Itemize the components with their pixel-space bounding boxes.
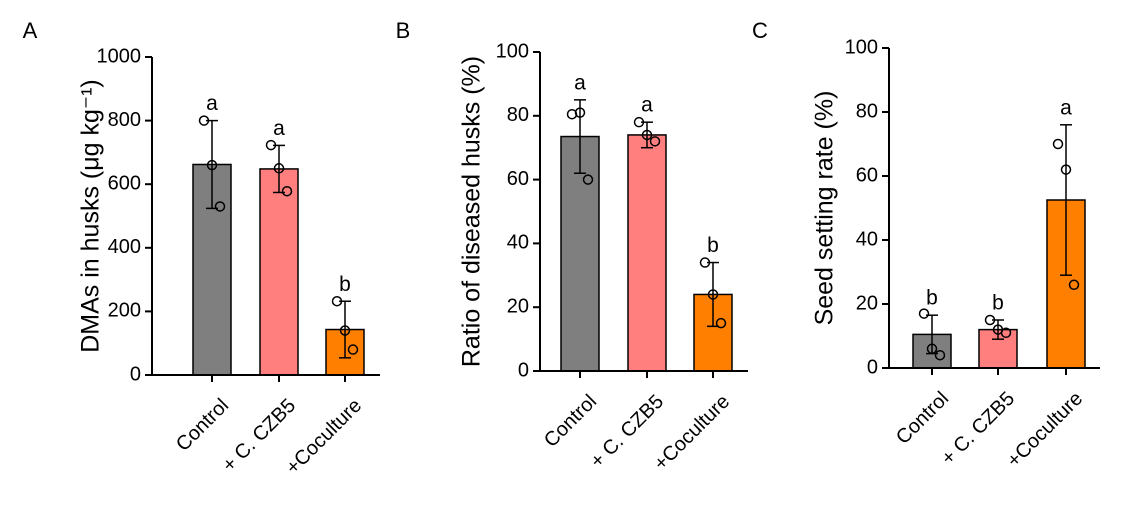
bar (259, 168, 299, 376)
data-point (214, 201, 226, 212)
data-point (1000, 327, 1012, 339)
y-axis-label: Seed setting rate (%) (811, 91, 839, 326)
significance-letter: b (339, 273, 351, 296)
significance-letter: a (273, 117, 285, 140)
y-tick-label: 80 (856, 100, 878, 122)
y-tick-label: 60 (507, 168, 529, 190)
y-tick-label: 200 (108, 300, 141, 322)
data-point (699, 257, 711, 268)
bar (560, 135, 600, 372)
y-tick-label: 0 (130, 363, 141, 385)
significance-letter: b (926, 287, 938, 310)
y-tick-label: 100 (496, 40, 529, 62)
data-point (934, 349, 946, 361)
y-tick-label: 400 (108, 236, 141, 258)
data-point (707, 289, 719, 300)
y-tick-label: 600 (108, 172, 141, 194)
x-tick-label: Control (892, 388, 953, 449)
data-point (918, 308, 930, 319)
data-point (206, 159, 218, 171)
y-tick-label: 800 (108, 109, 141, 131)
y-tick-label: 0 (518, 359, 529, 381)
data-point (265, 139, 277, 151)
data-point (331, 295, 343, 307)
y-axis-label: Ratio of diseased husks (%) (458, 56, 486, 367)
data-point (566, 108, 578, 120)
data-point (281, 185, 293, 197)
panel-label: B (396, 18, 411, 43)
y-tick-label: 20 (856, 292, 878, 314)
data-point (582, 174, 594, 185)
data-point (641, 129, 653, 141)
data-point (926, 343, 938, 355)
data-point (649, 136, 661, 147)
significance-letter: a (641, 94, 653, 117)
data-point (1068, 279, 1080, 291)
y-tick-label: 40 (507, 232, 529, 254)
data-point (1052, 138, 1064, 150)
significance-letter: b (992, 292, 1004, 315)
significance-letter: a (1060, 96, 1072, 119)
y-tick-label: 20 (507, 295, 529, 317)
significance-letter: a (206, 92, 218, 115)
panel-label: A (23, 18, 38, 43)
data-point (347, 344, 359, 355)
data-point (339, 325, 351, 336)
bar (627, 134, 667, 372)
y-tick-label: 40 (856, 228, 878, 250)
data-point (1060, 164, 1072, 175)
y-tick-label: 1000 (97, 45, 142, 67)
significance-letter: b (707, 234, 719, 257)
y-axis-label: DMAs in husks (μg kg⁻¹) (77, 79, 105, 353)
significance-letter: a (574, 71, 586, 94)
y-tick-label: 80 (507, 104, 529, 126)
data-point (715, 317, 727, 329)
data-point (984, 314, 996, 326)
panel-label: C (752, 18, 768, 43)
data-point (633, 116, 645, 128)
x-tick-label: Control (172, 395, 233, 456)
data-point (273, 163, 285, 174)
y-tick-label: 0 (867, 356, 878, 378)
data-point (198, 115, 210, 126)
y-tick-label: 100 (845, 36, 878, 58)
x-tick-label: Control (540, 391, 601, 452)
y-tick-label: 60 (856, 164, 878, 186)
data-point (574, 107, 586, 118)
